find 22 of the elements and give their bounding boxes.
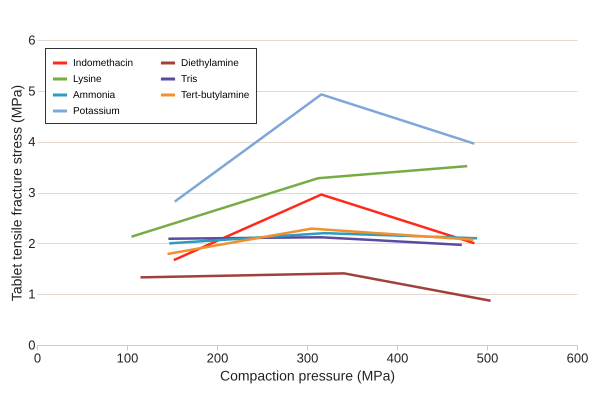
legend-label: Diethylamine	[181, 58, 240, 69]
legend-label: Lysine	[73, 74, 102, 85]
x-axis-title: Compaction pressure (MPa)	[220, 368, 396, 384]
y-tick-label: 3	[28, 185, 36, 200]
y-axis-title: Tablet tensile fracture stress (MPa)	[8, 84, 24, 302]
y-tick-label: 6	[28, 32, 36, 48]
legend-label: Tert-butylamine	[181, 90, 250, 101]
x-tick-label: 200	[206, 350, 228, 366]
y-tick-label: 2	[28, 236, 36, 251]
x-tick-label: 100	[116, 350, 138, 366]
x-tick-label: 500	[476, 350, 498, 366]
y-tick-label: 1	[28, 286, 36, 302]
x-tick-label: 600	[566, 350, 588, 366]
y-tick-label: 0	[28, 338, 36, 352]
legend-label: Potassium	[73, 106, 120, 117]
x-tick-label: 300	[296, 350, 318, 366]
x-tick-label: 400	[386, 350, 408, 366]
y-tick-label: 4	[28, 134, 36, 150]
y-tick-label: 5	[28, 83, 36, 98]
legend-label: Tris	[181, 74, 198, 85]
legend-label: Indomethacin	[73, 58, 134, 69]
legend-label: Ammonia	[73, 90, 116, 101]
